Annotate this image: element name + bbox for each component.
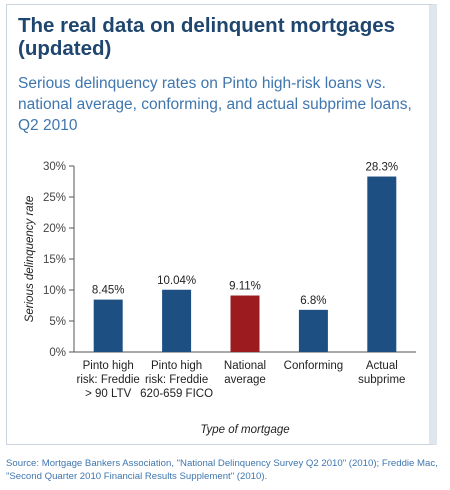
chart-title: The real data on delinquent mortgages (u… (18, 14, 396, 60)
source-note: Source: Mortgage Bankers Association, "N… (6, 458, 438, 482)
bar-value-label: 6.8% (300, 295, 326, 307)
y-tick-label: 5% (49, 316, 66, 328)
bar-chart: 0% 5% 10% 15% 20% 25% 30% 8.45% Pinto high risk: … (24, 161, 416, 436)
y-axis-title: Serious delinquency rate (24, 196, 36, 323)
x-category-label: Conforming (284, 360, 343, 372)
x-category-label: Actual subprime (358, 360, 405, 386)
bar-value-label: 9.11% (229, 281, 261, 293)
bar-value-label: 10.04% (157, 275, 196, 287)
y-tick-label: 20% (43, 223, 66, 235)
bar (93, 299, 123, 352)
bar-value-label: 28.3% (365, 162, 398, 174)
y-tick-label: 0% (49, 347, 66, 359)
x-axis-title: Type of mortgage (200, 424, 289, 436)
bar (162, 289, 192, 352)
y-tick-label: 10% (43, 285, 66, 297)
bar-value-label: 8.45% (92, 285, 125, 297)
y-tick-label: 15% (43, 254, 66, 266)
x-category-label: National average (224, 360, 266, 386)
y-tick-label: 25% (43, 192, 66, 204)
chart-panel (6, 4, 437, 445)
bar (298, 309, 328, 352)
x-category-label: Pinto high risk: Freddie 620-659 FICO (140, 360, 213, 400)
bar (230, 295, 260, 352)
x-category-label: Pinto high risk: Freddie > 90 LTV (77, 360, 140, 400)
chart-subtitle: Serious delinquency rates on Pinto high-… (18, 75, 412, 134)
bar (367, 176, 397, 352)
y-tick-label: 30% (43, 161, 66, 173)
